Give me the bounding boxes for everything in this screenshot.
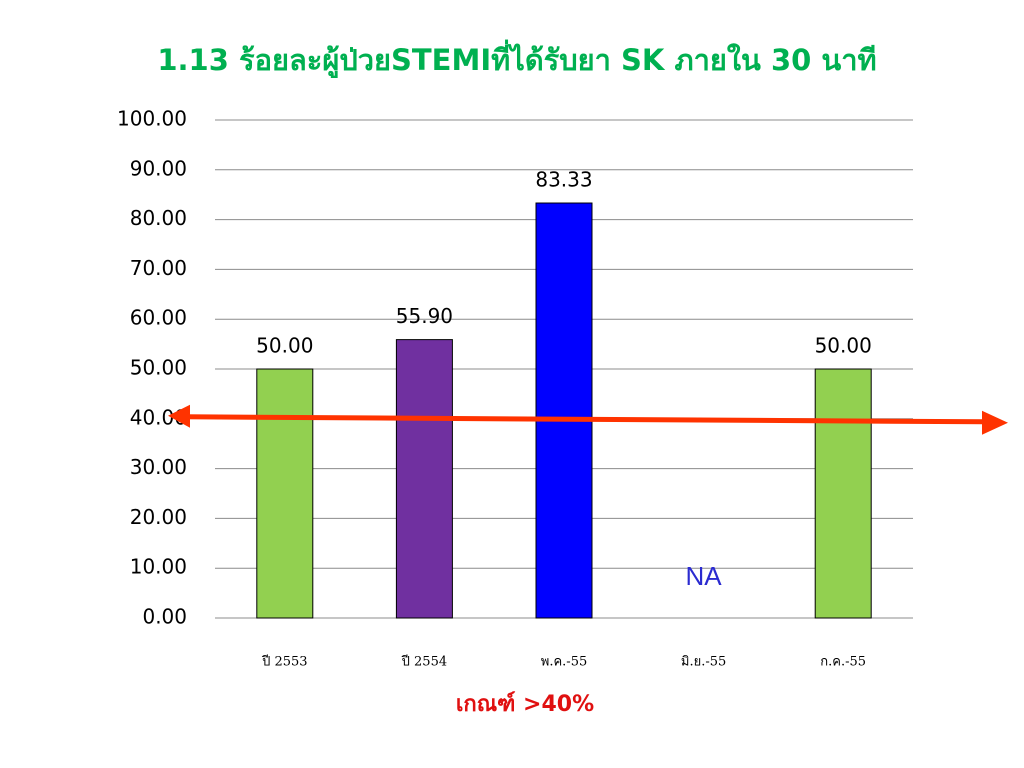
value-label: 55.90 <box>396 304 453 328</box>
y-tick-label: 90.00 <box>130 156 187 180</box>
y-tick-label: 50.00 <box>130 356 187 380</box>
x-tick-label: ปี 2553 <box>261 654 307 670</box>
chart-title: 1.13 ร้อยละผู้ป่วยSTEMIที่ได้รับยา SK ภา… <box>157 39 876 78</box>
bar <box>535 202 593 619</box>
y-tick-label: 20.00 <box>130 505 187 529</box>
bar <box>256 368 314 619</box>
arrow-head <box>168 404 190 428</box>
y-tick-label: 60.00 <box>130 306 187 330</box>
x-tick-label: ปี 2554 <box>401 654 447 670</box>
value-label: NA <box>686 561 723 591</box>
threshold-label: เกณฑ์ >40% <box>456 691 594 717</box>
bar <box>814 368 872 619</box>
value-label: 50.00 <box>815 334 872 358</box>
x-tick-label: ก.ค.-55 <box>820 655 866 670</box>
threshold-line <box>184 414 986 425</box>
value-label: 50.00 <box>256 334 313 358</box>
arrow-head <box>982 410 1008 435</box>
y-tick-label: 100.00 <box>117 107 187 131</box>
x-tick-label: มิ.ย.-55 <box>681 655 726 670</box>
y-tick-label: 0.00 <box>142 605 187 629</box>
bar <box>395 339 453 619</box>
x-tick-label: พ.ค.-55 <box>541 655 587 670</box>
y-tick-label: 10.00 <box>130 555 187 579</box>
y-tick-label: 70.00 <box>130 256 187 280</box>
y-tick-label: 80.00 <box>130 206 187 230</box>
y-tick-label: 30.00 <box>130 455 187 479</box>
value-label: 83.33 <box>535 168 592 192</box>
